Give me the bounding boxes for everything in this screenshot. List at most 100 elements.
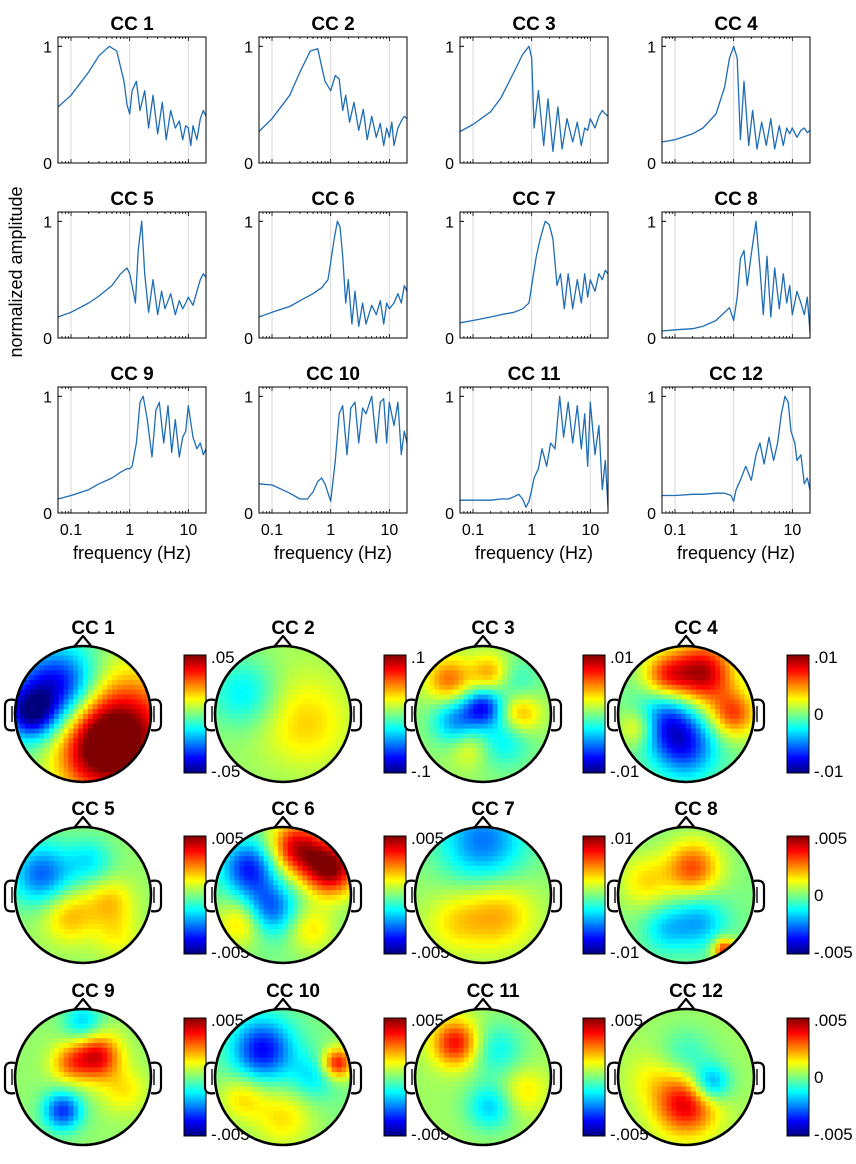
scalp-cell [656, 665, 663, 671]
scalp-cell [700, 762, 707, 769]
scalp-cell [661, 709, 668, 715]
scalp-cell [19, 827, 26, 833]
scalp-cell [458, 767, 465, 773]
scalp-cell [497, 714, 504, 720]
scalp-cell [92, 748, 99, 754]
scalp-cell [126, 709, 133, 715]
scalp-cell [341, 846, 347, 852]
scalp-cell [263, 733, 270, 739]
scalp-cell [521, 650, 528, 657]
scalp-cell [258, 841, 265, 848]
scalp-cell [92, 861, 99, 867]
scalp-cell [92, 680, 99, 686]
scalp-cell [632, 675, 639, 681]
scalp-cell [434, 767, 440, 773]
scalp-cell [68, 743, 74, 749]
scalp-cell [73, 841, 79, 848]
scalp-cell [34, 684, 40, 691]
scalp-cell [724, 689, 731, 696]
scalp-cell [126, 899, 133, 906]
scalp-cell [492, 714, 499, 720]
scalp-cell [681, 762, 687, 769]
scalp-cell [44, 929, 50, 935]
scalp-cell [695, 646, 702, 652]
scalp-cell [681, 757, 687, 764]
scalp-cell [263, 762, 270, 769]
scalp-cell [112, 665, 118, 671]
scalp-cell [29, 856, 36, 862]
scalp-cell [131, 646, 138, 652]
scalp-cell [102, 762, 108, 769]
scalp-cell [58, 767, 65, 773]
scalp-cell [666, 714, 673, 720]
scalp-cell [44, 762, 50, 769]
scalp-cell [676, 738, 682, 744]
scalp-cell [92, 733, 99, 739]
scalp-cell [34, 880, 40, 886]
scalp-cell [278, 846, 284, 852]
scalp-cell [478, 757, 484, 764]
scalp-cell [536, 689, 542, 696]
scalp-cell [627, 743, 634, 749]
spectrum-panel: CC 301 [445, 14, 609, 173]
scalp-cell [53, 870, 60, 877]
scalp-cell [458, 752, 465, 759]
scalp-cell [546, 748, 551, 754]
scalp-cell [317, 846, 323, 852]
scalp-cell [126, 880, 133, 886]
scalp-cell [131, 948, 138, 954]
scalp-cell [312, 836, 318, 843]
scalp-cell [141, 728, 147, 735]
scalp-cell [126, 655, 133, 662]
scalp-cell [312, 865, 318, 872]
scalp-cell [429, 714, 436, 720]
scalp-cell [526, 704, 533, 710]
scalp-cell [346, 718, 351, 725]
scalp-cell [239, 870, 245, 877]
scalp-cell [53, 943, 60, 950]
scalp-cell [632, 694, 639, 701]
scalp-cell [492, 670, 499, 676]
scalp-cell [468, 728, 474, 735]
scalp-cell [29, 675, 36, 681]
scalp-cell [637, 704, 643, 710]
scalp-cell [112, 738, 118, 744]
scalp-cell [73, 752, 79, 759]
scalp-cell [249, 680, 255, 686]
scalp-cell [268, 861, 274, 867]
scalp-cell [34, 650, 40, 657]
scalp-cell [292, 709, 299, 715]
scalp-cell [705, 723, 711, 730]
scalp-cell [234, 704, 240, 710]
scalp-cell [78, 831, 84, 838]
scalp-cell [136, 856, 142, 862]
scalp-cell [121, 733, 128, 739]
scalp-cell [29, 752, 36, 759]
scalp-cell [283, 870, 289, 877]
scalp-cell [346, 670, 351, 676]
scalp-cell [49, 738, 55, 744]
scalp-cell [258, 861, 265, 867]
scalp-cell [234, 665, 240, 671]
scalp-cell [321, 684, 328, 691]
scalp-cell [83, 748, 89, 754]
scalp-cell [117, 777, 123, 782]
scalp-cell [224, 723, 231, 730]
scalp-cell [492, 680, 499, 686]
scalp-cell [531, 718, 538, 725]
scalp-cell [258, 723, 265, 730]
scalp-cell [73, 767, 79, 773]
scalp-cell [268, 767, 274, 773]
scalp-cell [705, 757, 711, 764]
scalp-cell [302, 670, 308, 676]
scalp-cell [83, 841, 89, 848]
scalp-cell [647, 684, 653, 691]
scalp-cell [642, 689, 648, 696]
scalp-cell [666, 762, 673, 769]
scalp-cell [307, 757, 313, 764]
scalp-cell [341, 714, 347, 720]
scalp-cell [253, 831, 260, 838]
scalp-cell [468, 748, 474, 754]
scalp-cell [287, 694, 294, 701]
scalp-cell [273, 827, 279, 833]
